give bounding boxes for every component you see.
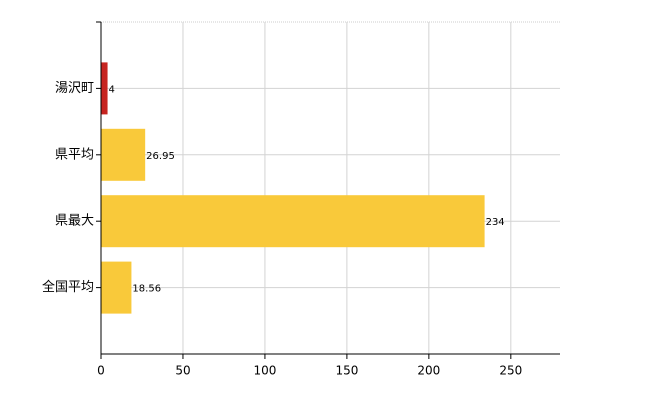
bar: [101, 195, 485, 248]
y-tick-label: 湯沢町: [55, 81, 94, 96]
bar: [101, 261, 132, 314]
value-label: 18.56: [132, 284, 161, 295]
y-tick-label: 県最大: [55, 214, 94, 229]
x-tick-label: 100: [253, 364, 276, 378]
x-tick-label: 250: [499, 364, 522, 378]
x-tick-label: 50: [175, 364, 190, 378]
x-tick-label: 200: [417, 364, 440, 378]
bar: [101, 62, 108, 115]
value-label: 26.95: [146, 151, 175, 162]
x-tick-label: 150: [335, 364, 358, 378]
bar: [101, 128, 146, 181]
y-tick-label: 全国平均: [42, 279, 94, 295]
value-label: 234: [486, 217, 505, 228]
y-tick-label: 県平均: [55, 147, 94, 162]
x-tick-label: 0: [97, 364, 105, 378]
value-label: 4: [109, 84, 115, 95]
